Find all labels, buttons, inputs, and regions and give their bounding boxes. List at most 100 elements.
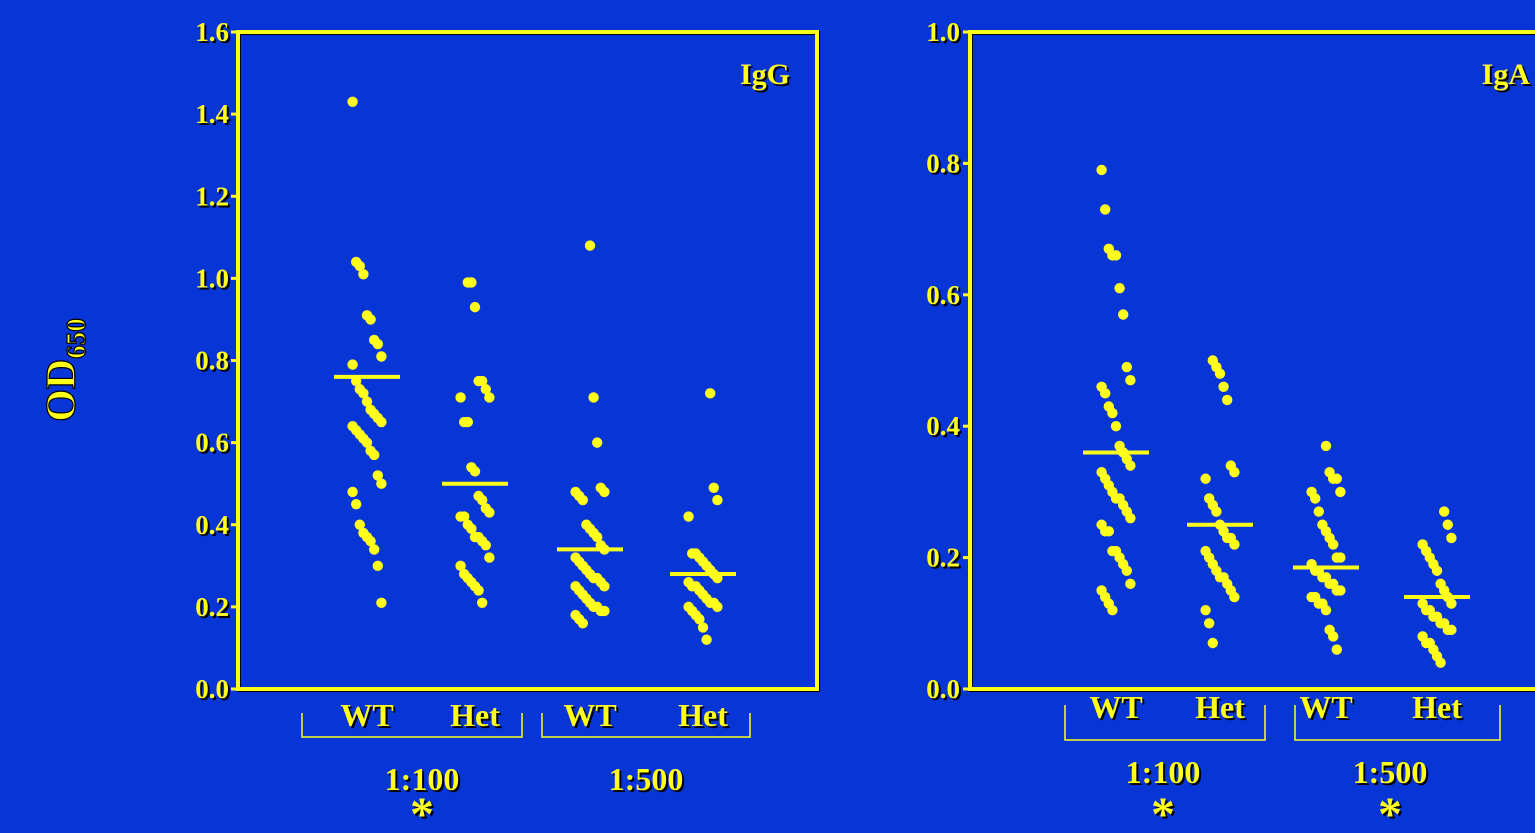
igg-y-tick-label: 1.61.6	[195, 17, 231, 49]
iga-data-point	[1335, 552, 1346, 563]
iga-data-point	[1110, 421, 1122, 432]
igg-data-point	[484, 552, 495, 563]
iga-y-tick-label-shadow: 0.4	[928, 413, 962, 443]
iga-data-point	[1310, 493, 1321, 504]
igg-significance-star-shadow: *	[412, 790, 436, 828]
iga-group-label-text: WT	[1089, 689, 1142, 725]
iga-chart-panel: 0.00.0 0.20.2 0.40.4 0.60.6 0.80.8 1.01.0 IgAI…	[926, 17, 1535, 833]
iga-data-point	[1125, 578, 1136, 590]
igg-data-point	[347, 96, 358, 108]
iga-group-label-text: Het	[1195, 689, 1245, 725]
igg-data-point	[372, 338, 383, 350]
igg-data-point	[376, 597, 387, 608]
igg-group-label-shadow: WT	[565, 699, 618, 735]
igg-dilution-label-text: 1:500	[609, 761, 684, 797]
igg-data-point	[694, 613, 705, 625]
igg-group-label-shadow: WT	[342, 699, 395, 735]
iga-significance-star: **	[1378, 788, 1404, 833]
igg-group-label-text: Het	[450, 697, 500, 733]
igg-y-tick-label: 0.80.8	[195, 346, 231, 378]
iga-data-point	[1335, 486, 1346, 498]
iga-significance-star-shadow: *	[1380, 790, 1404, 828]
iga-significance-star-text: *	[1151, 788, 1175, 828]
iga-data-point	[1446, 532, 1457, 544]
iga-data-point	[1200, 473, 1211, 484]
iga-plot-frame	[968, 30, 1535, 691]
iga-data-point	[1229, 591, 1240, 603]
igg-data-point	[365, 535, 376, 547]
iga-data-point	[1114, 283, 1125, 294]
y-axis-title-main: OD	[39, 359, 85, 422]
igg-dilution-bracket	[541, 713, 751, 738]
igg-dilution-label-shadow: 1:100	[387, 763, 462, 799]
igg-data-point	[365, 314, 376, 325]
igg-y-tick-label-shadow: 1.4	[197, 101, 231, 131]
iga-group-label-text: WT	[1299, 689, 1352, 725]
igg-y-tick-label-text: 1.2	[195, 181, 229, 211]
igg-dilution-label-shadow: 1:500	[611, 763, 686, 799]
iga-group-label-shadow: WT	[1091, 691, 1144, 727]
igg-data-point	[584, 240, 596, 251]
iga-y-tick-label: 0.20.2	[926, 543, 962, 575]
igg-y-tick-label-text: 1.6	[195, 17, 229, 47]
igg-data-point	[455, 392, 466, 403]
iga-data-point	[1313, 506, 1325, 517]
igg-panel-label-text: IgG	[740, 58, 790, 91]
igg-data-point	[347, 359, 358, 370]
igg-data-point	[466, 277, 477, 288]
iga-y-tick-label-shadow: 1.0	[928, 19, 962, 49]
igg-plot-frame	[236, 30, 819, 691]
igg-data-point	[480, 540, 491, 551]
iga-data-point	[1096, 164, 1107, 176]
igg-data-point	[599, 605, 610, 617]
iga-y-tick-label-text: 1.0	[926, 17, 960, 47]
igg-data-point	[477, 375, 488, 387]
iga-data-point	[1200, 604, 1211, 616]
igg-group-label-text: Het	[678, 697, 728, 733]
igg-data-point	[469, 466, 481, 477]
iga-plot-frame-shadow	[969, 31, 1535, 692]
igg-y-tick-label: 0.40.4	[195, 510, 231, 542]
iga-dilution-bracket	[1294, 705, 1501, 741]
igg-y-tick-label: 0.00.0	[195, 674, 231, 706]
iga-group-label-shadow: Het	[1197, 691, 1247, 727]
igg-data-point	[592, 531, 603, 543]
igg-chart-panel: 0.00.00.20.20.40.40.60.60.80.81.01.01.21…	[195, 17, 820, 833]
igg-panel-label-shadow: IgG	[742, 60, 792, 93]
iga-data-point	[1218, 381, 1229, 392]
igg-data-point	[592, 437, 603, 448]
iga-data-point	[1320, 440, 1332, 452]
igg-group-label-shadow: Het	[452, 699, 502, 735]
igg-y-tick-label: 0.20.2	[195, 592, 231, 624]
igg-y-tick-label-text: 0.4	[195, 510, 229, 540]
igg-data-point	[455, 560, 466, 572]
igg-y-tick-label: 1.21.2	[195, 181, 231, 213]
igg-data-point	[484, 392, 495, 403]
igg-significance-star-text: *	[410, 788, 434, 828]
iga-data-point	[1229, 466, 1240, 478]
iga-data-point	[1446, 598, 1457, 609]
igg-data-point	[477, 494, 488, 506]
igg-y-tick-label-text: 0.0	[195, 674, 229, 704]
iga-y-tick-label-text: 0.2	[926, 543, 960, 573]
iga-data-point	[1211, 506, 1222, 517]
iga-data-point	[1125, 375, 1136, 386]
igg-group-label-text: WT	[340, 697, 393, 733]
iga-y-tick-label: 1.01.0	[926, 17, 962, 49]
iga-y-tick-label-text: 0.6	[926, 280, 960, 310]
igg-data-point	[462, 416, 473, 428]
igg-y-tick-label-shadow: 0.8	[197, 348, 231, 378]
igg-y-tick-label-shadow: 1.0	[197, 265, 231, 295]
igg-data-point	[469, 301, 481, 313]
igg-data-point	[376, 416, 387, 428]
iga-dilution-label-text: 1:100	[1126, 754, 1201, 790]
